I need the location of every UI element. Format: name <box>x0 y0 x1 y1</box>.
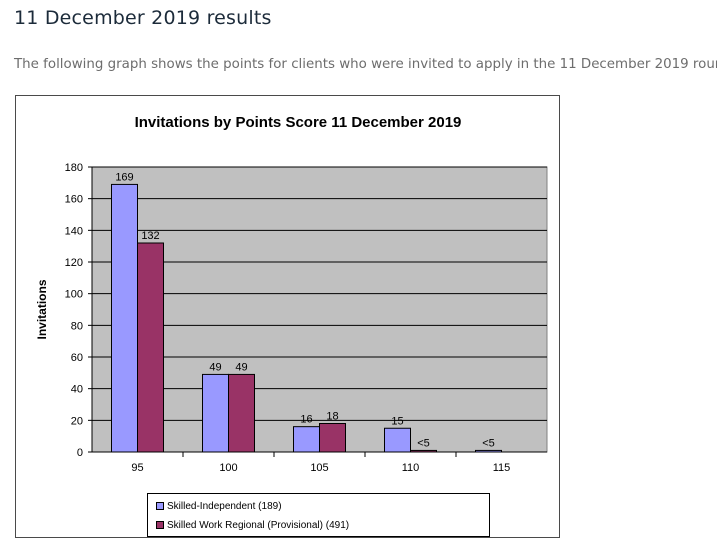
y-tick-label: 0 <box>77 447 83 459</box>
y-axis-label: Invitations <box>35 279 49 339</box>
bar-series-2 <box>228 373 255 453</box>
data-label: 169 <box>115 171 133 183</box>
legend-item-series-2: Skilled Work Regional (Provisional) (491… <box>156 518 349 532</box>
data-label: 18 <box>326 411 338 423</box>
y-tick-label: 120 <box>65 257 83 269</box>
x-tick-label: 100 <box>219 462 237 474</box>
bar-chart: Invitations by Points Score 11 December … <box>35 114 548 474</box>
y-tick-label: 80 <box>71 320 83 332</box>
y-tick-label: 60 <box>71 352 83 364</box>
bar-series-1 <box>202 373 229 453</box>
legend-item-series-1: Skilled-Independent (189) <box>156 499 282 513</box>
bar-series-1 <box>293 426 320 453</box>
legend-label-series-1: Skilled-Independent (189) <box>167 500 282 512</box>
x-tick-label: 105 <box>310 462 328 474</box>
x-tick-label: 115 <box>493 462 511 474</box>
data-label: <5 <box>482 437 495 449</box>
bar-series-1 <box>384 427 411 453</box>
chart-frame: Invitations by Points Score 11 December … <box>15 95 560 538</box>
chart-title: Invitations by Points Score 11 December … <box>135 114 462 131</box>
y-tick-label: 160 <box>65 194 83 206</box>
data-label: 49 <box>235 361 247 373</box>
data-label: 132 <box>141 230 159 242</box>
data-label: <5 <box>417 437 430 449</box>
plot-area <box>91 166 548 453</box>
x-tick-label: 110 <box>402 462 420 474</box>
y-tick-label: 20 <box>71 415 83 427</box>
data-label: 49 <box>209 361 221 373</box>
legend-label-series-2: Skilled Work Regional (Provisional) (491… <box>167 519 350 531</box>
bar-series-1 <box>475 449 502 453</box>
y-tick-label: 140 <box>65 225 83 237</box>
legend-swatch-series-2 <box>156 521 164 529</box>
bar-series-2 <box>410 449 437 453</box>
legend-swatch-series-1 <box>156 502 164 510</box>
y-tick-label: 40 <box>71 384 83 396</box>
chart-legend: Skilled-Independent (189) Skilled Work R… <box>147 493 490 537</box>
y-tick-label: 180 <box>65 162 83 174</box>
data-label: 16 <box>300 414 312 426</box>
intro-text: The following graph shows the points for… <box>14 57 717 72</box>
bar-series-2 <box>137 242 164 453</box>
bar-series-1 <box>111 183 138 453</box>
page-heading: 11 December 2019 results <box>14 7 272 29</box>
data-label: 15 <box>391 415 403 427</box>
y-tick-label: 100 <box>65 289 83 301</box>
x-tick-label: 95 <box>131 462 143 474</box>
bar-series-2 <box>319 423 346 453</box>
